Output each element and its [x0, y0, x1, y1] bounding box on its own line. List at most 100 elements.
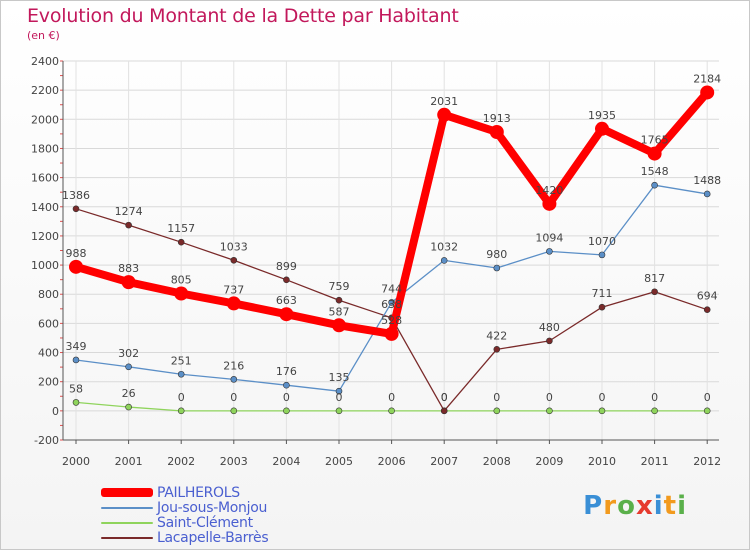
data-point-jou-sous-monjou	[546, 248, 553, 255]
x-tick-label: 2007	[430, 455, 458, 468]
data-label-lacapelle-barres: 711	[592, 287, 613, 300]
data-label-saint-clement: 0	[336, 391, 343, 404]
data-label-lacapelle-barres: 1274	[115, 205, 143, 218]
data-point-lacapelle-barres	[651, 288, 658, 296]
data-label-lacapelle-barres: 1157	[167, 222, 195, 235]
data-point-saint-clement	[177, 407, 185, 415]
data-label-jou-sous-monjou: 251	[171, 354, 192, 367]
data-label-saint-clement: 26	[122, 387, 136, 400]
data-point-jou-sous-monjou	[125, 363, 132, 371]
legend-item-pailherols: PAILHEROLS	[101, 484, 268, 501]
data-label-pailherols: 805	[171, 274, 192, 287]
data-point-lacapelle-barres	[440, 407, 448, 415]
x-tick-label: 2005	[325, 455, 353, 468]
data-label-pailherols: 988	[66, 247, 87, 260]
data-label-lacapelle-barres: 1386	[62, 189, 90, 202]
data-point-jou-sous-monjou	[72, 356, 80, 364]
data-point-lacapelle-barres	[335, 296, 343, 304]
chart-title: Evolution du Montant de la Dette par Hab…	[27, 5, 459, 27]
data-label-jou-sous-monjou: 135	[329, 371, 350, 384]
data-point-jou-sous-monjou	[703, 190, 711, 198]
y-tick-label: -200	[34, 434, 59, 447]
data-label-saint-clement: 0	[704, 391, 711, 404]
data-label-pailherols: 663	[276, 294, 297, 307]
data-label-lacapelle-barres: 759	[329, 280, 350, 293]
data-point-saint-clement	[546, 407, 553, 415]
data-label-pailherols: 737	[223, 283, 244, 296]
data-label-saint-clement: 0	[283, 391, 290, 404]
data-label-saint-clement: 58	[69, 382, 83, 395]
legend-swatch-pailherols	[101, 488, 153, 497]
x-tick-label: 2008	[483, 455, 511, 468]
data-point-lacapelle-barres	[598, 303, 606, 311]
data-label-saint-clement: 0	[493, 391, 500, 404]
data-point-pailherols	[542, 196, 557, 211]
x-tick-label: 2009	[535, 455, 563, 468]
chart-legend: PAILHEROLS Jou-sous-Monjou Saint-Clément…	[101, 484, 269, 546]
data-point-lacapelle-barres	[703, 306, 711, 313]
data-label-lacapelle-barres: 694	[697, 290, 718, 303]
legend-label-jou-sous-monjou: Jou-sous-Monjou	[157, 499, 268, 516]
y-tick-label: 2400	[31, 55, 59, 68]
y-tick-label: 1400	[31, 201, 59, 214]
legend-label-lacapelle-barres: Lacapelle-Barrès	[157, 529, 269, 546]
legend-item-jou-sous-monjou: Jou-sous-Monjou	[101, 499, 268, 516]
x-tick-label: 2010	[588, 455, 616, 468]
data-label-lacapelle-barres: 817	[644, 272, 665, 285]
data-point-lacapelle-barres	[546, 337, 553, 345]
data-point-saint-clement	[335, 407, 343, 415]
data-point-pailherols	[489, 124, 504, 139]
y-tick-label: 800	[38, 288, 59, 301]
legend-swatch-jou-sous-monjou	[101, 506, 153, 509]
data-label-lacapelle-barres: 1033	[220, 240, 248, 253]
data-label-pailherols: 1913	[483, 112, 511, 125]
data-label-pailherols: 883	[118, 262, 139, 275]
y-tick-label: 1600	[31, 172, 59, 185]
data-point-lacapelle-barres	[493, 346, 501, 353]
data-point-saint-clement	[283, 407, 290, 415]
y-tick-label: 1200	[31, 230, 59, 243]
proxiti-logo: Proxiti	[583, 491, 687, 521]
data-label-pailherols: 2031	[430, 95, 458, 108]
y-tick-label: 1000	[31, 259, 59, 272]
data-label-lacapelle-barres: 0	[441, 391, 448, 404]
data-label-jou-sous-monjou: 216	[223, 359, 244, 372]
data-point-jou-sous-monjou	[440, 257, 448, 264]
data-label-pailherols: 1765	[641, 134, 669, 147]
data-label-jou-sous-monjou: 1488	[693, 174, 721, 187]
data-label-jou-sous-monjou: 349	[66, 340, 87, 353]
data-label-pailherols: 1935	[588, 109, 616, 122]
data-label-jou-sous-monjou: 302	[118, 347, 139, 360]
data-label-saint-clement: 0	[651, 391, 658, 404]
data-point-saint-clement	[493, 407, 501, 415]
data-point-lacapelle-barres	[230, 256, 238, 264]
y-tick-label: 0	[52, 405, 59, 418]
data-point-lacapelle-barres	[283, 276, 290, 284]
y-tick-label: 200	[38, 376, 59, 389]
y-tick-label: 2000	[31, 113, 59, 126]
data-label-saint-clement: 0	[230, 391, 237, 404]
y-tick-label: 1800	[31, 142, 59, 155]
data-label-jou-sous-monjou: 176	[276, 365, 297, 378]
data-point-pailherols	[595, 121, 609, 136]
data-point-pailherols	[226, 296, 241, 311]
data-point-lacapelle-barres	[72, 205, 80, 213]
data-point-jou-sous-monjou	[651, 181, 658, 189]
legend-label-pailherols: PAILHEROLS	[157, 484, 240, 501]
data-point-pailherols	[384, 326, 399, 341]
data-label-jou-sous-monjou: 744	[381, 282, 402, 295]
data-point-lacapelle-barres	[125, 221, 132, 229]
data-point-jou-sous-monjou	[335, 387, 343, 395]
data-label-saint-clement: 0	[441, 391, 448, 404]
data-label-pailherols: 1420	[535, 184, 563, 197]
data-label-jou-sous-monjou: 1032	[430, 240, 458, 253]
x-tick-label: 2003	[220, 455, 248, 468]
legend-swatch-saint-clement	[101, 521, 153, 524]
x-tick-label: 2001	[115, 455, 143, 468]
data-point-pailherols	[332, 318, 346, 333]
legend-swatch-lacapelle-barres	[101, 536, 153, 539]
data-point-pailherols	[647, 146, 662, 161]
y-tick-label: 600	[38, 317, 59, 330]
data-point-jou-sous-monjou	[177, 370, 185, 378]
data-label-jou-sous-monjou: 980	[486, 248, 507, 261]
